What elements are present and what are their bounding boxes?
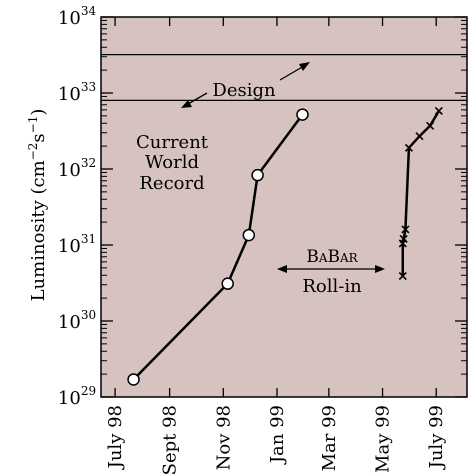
- y-tick-label: 1031: [58, 232, 96, 257]
- annotations: Design Current World Record BABAR Roll-i…: [136, 62, 385, 297]
- x-tick-label: July 99: [426, 405, 447, 470]
- x-marker: [399, 234, 408, 244]
- design-label: Design: [212, 80, 276, 101]
- rollin-label: Roll-in: [302, 276, 362, 297]
- circle-marker: [251, 168, 264, 182]
- data-markers: [127, 106, 443, 386]
- babar-label: BABAR: [306, 247, 358, 267]
- circle-marker: [221, 277, 234, 290]
- plot-frame: [100, 16, 468, 398]
- x-marker: [398, 272, 407, 281]
- circle-marker: [242, 228, 256, 242]
- x-axis-labels: July 98 Sept 98 Nov 98 Jan 99 Mar 99 May 99 Ju…: [105, 405, 447, 475]
- y-tick-label: 1032: [58, 156, 96, 181]
- record-label-line1: Current: [136, 132, 209, 153]
- design-arrow-right: [279, 62, 310, 81]
- y-tick-label: 1030: [58, 308, 96, 333]
- x-marker: [401, 225, 410, 234]
- x-axis-ticks: [114, 17, 437, 397]
- x-marker: [425, 121, 435, 130]
- circle-marker: [296, 108, 309, 121]
- x-tick-label: Mar 99: [319, 405, 340, 471]
- y-tick-label: 1033: [58, 80, 96, 105]
- record-label-line3: Record: [139, 173, 204, 194]
- x-tick-label: May 99: [373, 405, 394, 473]
- design-arrow-left: [181, 92, 208, 108]
- x-marker: [415, 132, 424, 141]
- reference-lines: [101, 53, 467, 102]
- x-marker: [434, 106, 443, 116]
- y-tick-label: 1034: [58, 4, 97, 29]
- circle-marker: [127, 373, 140, 386]
- record-label-line2: World: [145, 152, 199, 173]
- x-tick-label: Nov 98: [213, 405, 234, 470]
- x-tick-label: Jan 99: [267, 405, 288, 465]
- x-tick-label: July 98: [105, 405, 126, 470]
- x-marker: [404, 143, 413, 152]
- y-tick-label: 1029: [58, 384, 96, 409]
- y-axis-labels: 1029 1030 1031 1032 1033 1034: [58, 4, 97, 409]
- y-axis-title: Luminosity (cm−2s−1): [26, 109, 49, 302]
- plot-area: [101, 17, 467, 397]
- rollin-double-arrow: [277, 265, 385, 273]
- x-tick-label: Sept 98: [160, 405, 181, 475]
